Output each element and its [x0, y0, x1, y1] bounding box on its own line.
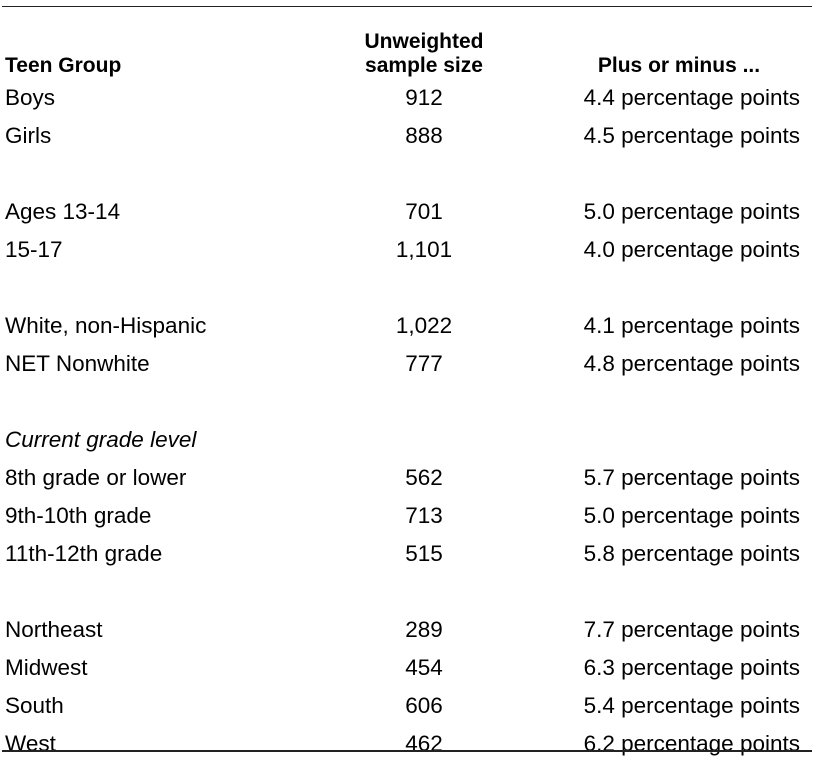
- sample-size-cell: 515: [405, 541, 443, 566]
- top-rule: [2, 6, 812, 7]
- spacer-row: [0, 383, 826, 421]
- row-label: South: [5, 693, 64, 718]
- sample-size-cell: 912: [405, 85, 443, 110]
- sample-size-cell: 701: [405, 199, 443, 224]
- spacer-row: [0, 269, 826, 307]
- sample-size-cell: 777: [405, 351, 443, 376]
- row-label: Ages 13-14: [5, 199, 121, 224]
- table-row: 15-17 1,101 4.0 percentage points: [0, 231, 826, 269]
- section-label: Current grade level: [5, 427, 197, 452]
- margin-of-error-cell: 6.2 percentage points: [583, 731, 800, 756]
- table-row: 11th-12th grade 515 5.8 percentage points: [0, 535, 826, 573]
- margin-of-error-cell: 5.7 percentage points: [583, 465, 800, 490]
- sample-size-cell: 562: [405, 465, 443, 490]
- row-label: Girls: [5, 123, 52, 148]
- table-row: NET Nonwhite 777 4.8 percentage points: [0, 345, 826, 383]
- row-label: 9th-10th grade: [5, 503, 152, 528]
- spacer-row: [0, 573, 826, 611]
- sample-size-cell: 606: [405, 693, 443, 718]
- table-header: Teen Group Unweighted sample size Plus o…: [0, 28, 826, 80]
- row-label: Boys: [5, 85, 56, 110]
- header-teen-group: Teen Group: [5, 54, 122, 77]
- row-label: NET Nonwhite: [5, 351, 150, 376]
- margin-of-error-cell: 7.7 percentage points: [583, 617, 800, 642]
- header-sample-line1: Unweighted: [364, 30, 484, 53]
- header-plus-minus: Plus or minus ...: [597, 54, 761, 77]
- margin-of-error-cell: 5.0 percentage points: [583, 503, 800, 528]
- sample-size-cell: 454: [405, 655, 443, 680]
- margin-of-error-cell: 4.4 percentage points: [583, 85, 800, 110]
- bottom-rule: [2, 750, 812, 752]
- margin-of-error-cell: 6.3 percentage points: [583, 655, 800, 680]
- margin-of-error-cell: 5.8 percentage points: [583, 541, 800, 566]
- sample-size-cell: 462: [405, 731, 443, 756]
- margin-of-error-cell: 4.0 percentage points: [583, 237, 800, 262]
- table-row: Northeast 289 7.7 percentage points: [0, 611, 826, 649]
- row-label: West: [5, 731, 56, 756]
- header-sample-line2: sample size: [365, 54, 483, 77]
- row-label: White, non-Hispanic: [5, 313, 207, 338]
- sample-size-cell: 1,022: [395, 313, 453, 338]
- table-row: 8th grade or lower 562 5.7 percentage poin…: [0, 459, 826, 497]
- table-row: Ages 13-14 701 5.0 percentage points: [0, 193, 826, 231]
- row-label: Midwest: [5, 655, 88, 680]
- table-row: Current grade level: [0, 421, 826, 459]
- margin-of-error-cell: 5.0 percentage points: [583, 199, 800, 224]
- table-row: Girls 888 4.5 percentage points: [0, 117, 826, 155]
- margin-of-error-cell: 4.8 percentage points: [583, 351, 800, 376]
- row-label: 15-17: [5, 237, 63, 262]
- table-row: 9th-10th grade 713 5.0 percentage points: [0, 497, 826, 535]
- header-sample-size: Unweighted sample size: [324, 30, 524, 78]
- sample-size-cell: 289: [405, 617, 443, 642]
- margin-of-error-cell: 4.1 percentage points: [583, 313, 800, 338]
- row-label: 11th-12th grade: [5, 541, 163, 566]
- margin-of-error-cell: 4.5 percentage points: [583, 123, 800, 148]
- spacer-row: [0, 155, 826, 193]
- sample-size-cell: 1,101: [395, 237, 453, 262]
- table-row: White, non-Hispanic 1,022 4.1 percentage p…: [0, 307, 826, 345]
- sample-size-cell: 888: [405, 123, 443, 148]
- row-label: 8th grade or lower: [5, 465, 187, 490]
- table-row: Boys 912 4.4 percentage points: [0, 79, 826, 117]
- table-row: South 606 5.4 percentage points: [0, 687, 826, 725]
- sample-size-cell: 713: [405, 503, 443, 528]
- table-row: Midwest 454 6.3 percentage points: [0, 649, 826, 687]
- table-body: Boys 912 4.4 percentage points Girls 888 4.5 …: [0, 79, 826, 763]
- row-label: Northeast: [5, 617, 103, 642]
- margin-of-error-cell: 5.4 percentage points: [583, 693, 800, 718]
- table-row: West 462 6.2 percentage points: [0, 725, 826, 763]
